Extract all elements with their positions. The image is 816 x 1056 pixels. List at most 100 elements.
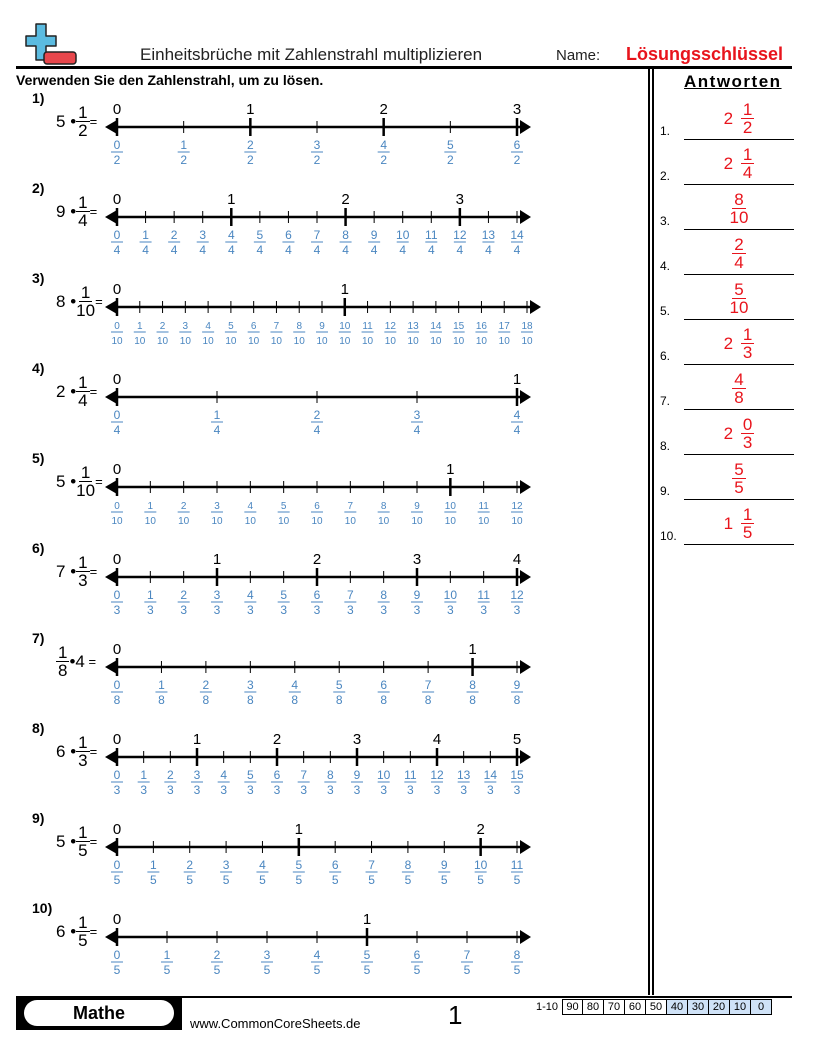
problem-factor: 5 — [56, 831, 66, 851]
answer-line — [684, 139, 794, 140]
svg-text:3: 3 — [514, 603, 521, 617]
svg-text:3: 3 — [413, 551, 421, 568]
answer-number: 7. — [660, 394, 671, 408]
svg-text:1: 1 — [213, 551, 221, 568]
svg-text:1: 1 — [468, 641, 476, 658]
svg-text:3: 3 — [514, 783, 521, 797]
svg-text:4: 4 — [314, 948, 321, 962]
problem-factor: 5 — [56, 111, 66, 131]
name-label: Name: — [556, 47, 601, 64]
svg-text:3: 3 — [380, 603, 387, 617]
number-line: 00 31 32 313 34 35 326 37 38 339 310 311… — [105, 731, 531, 797]
svg-text:8: 8 — [514, 693, 521, 707]
svg-text:10: 10 — [245, 516, 257, 527]
svg-text:8: 8 — [380, 588, 387, 602]
svg-text:5: 5 — [114, 873, 121, 887]
svg-text:2: 2 — [247, 153, 254, 167]
svg-text:3: 3 — [513, 101, 521, 118]
answer-number: 4. — [660, 259, 671, 273]
svg-text:4: 4 — [259, 858, 266, 872]
answer-number: 1. — [660, 124, 671, 138]
answer-row: 3. 8 10 — [660, 191, 794, 230]
svg-text:3: 3 — [214, 501, 220, 512]
svg-text:3: 3 — [147, 603, 154, 617]
svg-text:7: 7 — [368, 858, 375, 872]
problem: 5) 5 • 1 10 = 0 0 10 1 10 2 10 3 10 4 10 5 10 6 10… — [0, 450, 640, 530]
svg-text:0: 0 — [113, 371, 121, 388]
svg-text:1: 1 — [148, 501, 154, 512]
score-table: 90 80 70 60 50 40 30 20 10 0 — [562, 999, 772, 1015]
score-cell: 80 — [583, 999, 604, 1015]
svg-text:3: 3 — [407, 783, 414, 797]
svg-text:0: 0 — [113, 551, 121, 568]
number-line: 00 41 42 43 414 45 46 47 428 49 410 411 … — [105, 191, 531, 257]
svg-text:1: 1 — [446, 461, 454, 478]
svg-text:3: 3 — [280, 603, 287, 617]
svg-text:5: 5 — [281, 501, 287, 512]
problem-fraction: 1 10 — [76, 463, 96, 500]
svg-text:1: 1 — [158, 678, 165, 692]
svg-text:8: 8 — [327, 768, 334, 782]
svg-text:0: 0 — [113, 191, 121, 208]
svg-text:10: 10 — [345, 516, 357, 527]
svg-text:2: 2 — [514, 153, 521, 167]
svg-text:5: 5 — [364, 963, 371, 977]
svg-text:4: 4 — [205, 321, 211, 332]
svg-text:4: 4 — [228, 243, 235, 257]
svg-text:10: 10 — [445, 501, 457, 512]
problem-expression: 5 • 1 10 = — [56, 463, 103, 500]
svg-text:5: 5 — [514, 963, 521, 977]
svg-text:4: 4 — [485, 243, 492, 257]
score-cell: 50 — [646, 999, 667, 1015]
answer-line — [684, 274, 794, 275]
svg-text:3: 3 — [456, 191, 464, 208]
svg-text:10: 10 — [339, 336, 351, 347]
answer-number: 10. — [660, 529, 677, 543]
footer: Mathe www.CommonCoreSheets.de 1 1-10 90 8… — [16, 996, 792, 1031]
svg-text:3: 3 — [183, 321, 189, 332]
svg-text:10: 10 — [411, 516, 423, 527]
site-link[interactable]: www.CommonCoreSheets.de — [190, 1016, 361, 1031]
svg-text:3: 3 — [314, 603, 321, 617]
svg-text:2: 2 — [447, 153, 454, 167]
svg-text:3: 3 — [353, 731, 361, 748]
svg-text:10: 10 — [408, 336, 420, 347]
svg-text:2: 2 — [171, 228, 178, 242]
svg-text:0: 0 — [114, 501, 120, 512]
answer-number: 3. — [660, 214, 671, 228]
svg-text:10: 10 — [111, 336, 123, 347]
svg-text:0: 0 — [114, 858, 121, 872]
svg-text:0: 0 — [113, 731, 121, 748]
footer-divider — [16, 996, 792, 998]
svg-text:10: 10 — [377, 768, 391, 782]
problem-number: 5) — [32, 450, 45, 466]
svg-text:1: 1 — [227, 191, 235, 208]
svg-text:10: 10 — [478, 516, 490, 527]
svg-text:13: 13 — [457, 768, 471, 782]
svg-text:8: 8 — [469, 693, 476, 707]
svg-text:3: 3 — [380, 783, 387, 797]
svg-text:6: 6 — [414, 948, 421, 962]
problem-number: 8) — [32, 720, 45, 736]
answer-line — [684, 544, 794, 545]
svg-text:7: 7 — [425, 678, 432, 692]
score-cell: 40 — [667, 999, 688, 1015]
svg-text:2: 2 — [181, 501, 187, 512]
svg-text:0: 0 — [113, 911, 121, 928]
logo-icon — [25, 23, 77, 65]
svg-text:2: 2 — [314, 408, 321, 422]
svg-text:10: 10 — [474, 858, 488, 872]
svg-text:9: 9 — [354, 768, 361, 782]
svg-text:11: 11 — [404, 768, 417, 782]
svg-text:17: 17 — [499, 321, 511, 332]
svg-text:9: 9 — [371, 228, 378, 242]
